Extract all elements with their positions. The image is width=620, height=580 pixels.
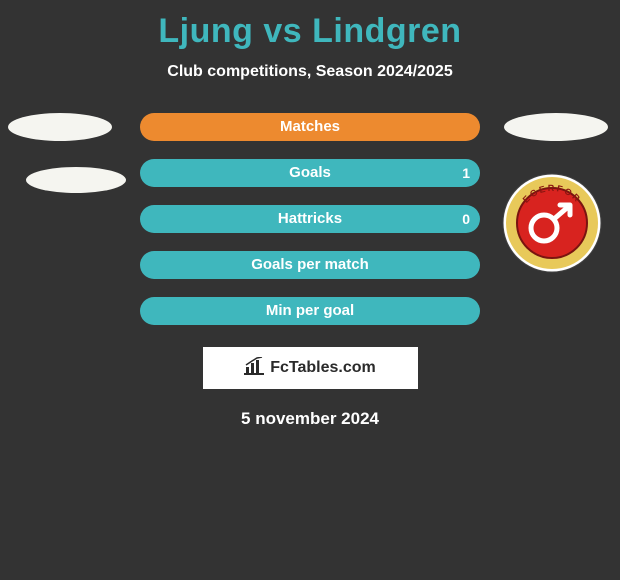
bar-value-right: 0 xyxy=(462,205,470,233)
comparison-chart: EGERFOR Matches Goals 1 Hattricks 0 xyxy=(0,113,620,333)
chart-icon xyxy=(244,357,264,380)
page-title: Ljung vs Lindgren xyxy=(0,0,620,51)
date-label: 5 november 2024 xyxy=(0,409,620,429)
bar-label: Goals per match xyxy=(140,251,480,279)
bar-goals-per-match: Goals per match xyxy=(140,251,480,279)
club-badge-degerfors: EGERFOR xyxy=(502,173,602,273)
left-badge-2 xyxy=(26,167,126,193)
bar-min-per-goal: Min per goal xyxy=(140,297,480,325)
page-subtitle: Club competitions, Season 2024/2025 xyxy=(0,63,620,81)
bar-label: Matches xyxy=(140,113,480,141)
bar-label: Goals xyxy=(140,159,480,187)
bar-hattricks: Hattricks 0 xyxy=(140,205,480,233)
bar-goals: Goals 1 xyxy=(140,159,480,187)
bar-label: Hattricks xyxy=(140,205,480,233)
right-player-badges xyxy=(504,113,608,167)
left-badge-1 xyxy=(8,113,112,141)
bar-value-right: 1 xyxy=(462,159,470,187)
stat-bars: Matches Goals 1 Hattricks 0 Goals per ma… xyxy=(140,113,480,343)
bar-matches: Matches xyxy=(140,113,480,141)
bar-label: Min per goal xyxy=(140,297,480,325)
left-player-badges xyxy=(8,113,126,219)
attribution-text: FcTables.com xyxy=(270,359,376,377)
right-badge-1 xyxy=(504,113,608,141)
attribution: FcTables.com xyxy=(203,347,418,389)
